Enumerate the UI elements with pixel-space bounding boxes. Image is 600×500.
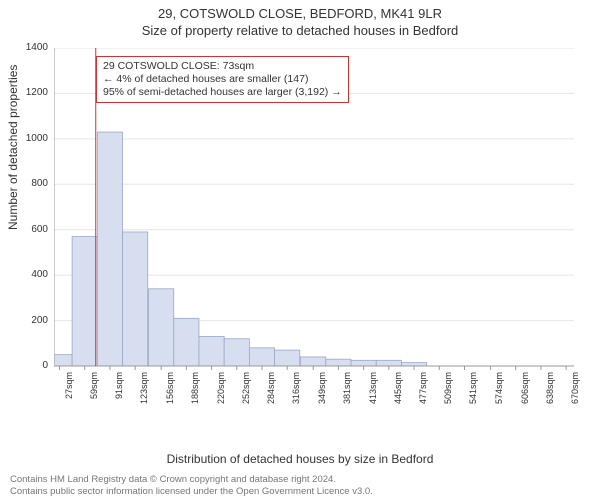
annotation-line1: 29 COTSWOLD CLOSE: 73sqm	[103, 60, 342, 73]
x-tick-label: 670sqm	[570, 372, 580, 412]
y-tick-label: 200	[14, 315, 48, 326]
x-tick-label: 381sqm	[342, 372, 352, 412]
x-tick-label: 606sqm	[520, 372, 530, 412]
x-tick-label: 541sqm	[468, 372, 478, 412]
x-tick-label: 445sqm	[393, 372, 403, 412]
y-tick-label: 800	[14, 178, 48, 189]
y-tick-label: 1200	[14, 87, 48, 98]
y-tick-label: 1400	[14, 42, 48, 53]
x-tick-label: 477sqm	[418, 372, 428, 412]
x-tick-label: 91sqm	[114, 372, 124, 412]
x-tick-label: 574sqm	[494, 372, 504, 412]
x-tick-label: 156sqm	[165, 372, 175, 412]
x-tick-label: 252sqm	[241, 372, 251, 412]
annotation-line3: 95% of semi-detached houses are larger (…	[103, 86, 342, 99]
annotation-box: 29 COTSWOLD CLOSE: 73sqm ← 4% of detache…	[96, 56, 349, 103]
x-tick-label: 509sqm	[443, 372, 453, 412]
y-tick-label: 1000	[14, 133, 48, 144]
chart-title: 29, COTSWOLD CLOSE, BEDFORD, MK41 9LR	[0, 0, 600, 21]
y-tick-label: 600	[14, 224, 48, 235]
x-axis-label: Distribution of detached houses by size …	[0, 452, 600, 466]
footer-line1: Contains HM Land Registry data © Crown c…	[10, 474, 590, 486]
x-tick-label: 220sqm	[216, 372, 226, 412]
x-tick-label: 316sqm	[291, 372, 301, 412]
x-tick-label: 123sqm	[139, 372, 149, 412]
chart-container: 29, COTSWOLD CLOSE, BEDFORD, MK41 9LR Si…	[0, 0, 600, 500]
footer-line2: Contains public sector information licen…	[10, 486, 590, 498]
annotation-line2: ← 4% of detached houses are smaller (147…	[103, 73, 342, 86]
y-tick-label: 400	[14, 269, 48, 280]
x-tick-label: 349sqm	[317, 372, 327, 412]
x-tick-label: 413sqm	[368, 372, 378, 412]
x-tick-label: 59sqm	[89, 372, 99, 412]
y-tick-label: 0	[14, 360, 48, 371]
x-tick-label: 638sqm	[545, 372, 555, 412]
x-tick-label: 188sqm	[190, 372, 200, 412]
chart-subtitle: Size of property relative to detached ho…	[0, 21, 600, 38]
x-tick-label: 284sqm	[266, 372, 276, 412]
x-tick-label: 27sqm	[64, 372, 74, 412]
footer-attribution: Contains HM Land Registry data © Crown c…	[10, 474, 590, 498]
plot-area: 29 COTSWOLD CLOSE: 73sqm ← 4% of detache…	[54, 48, 574, 408]
